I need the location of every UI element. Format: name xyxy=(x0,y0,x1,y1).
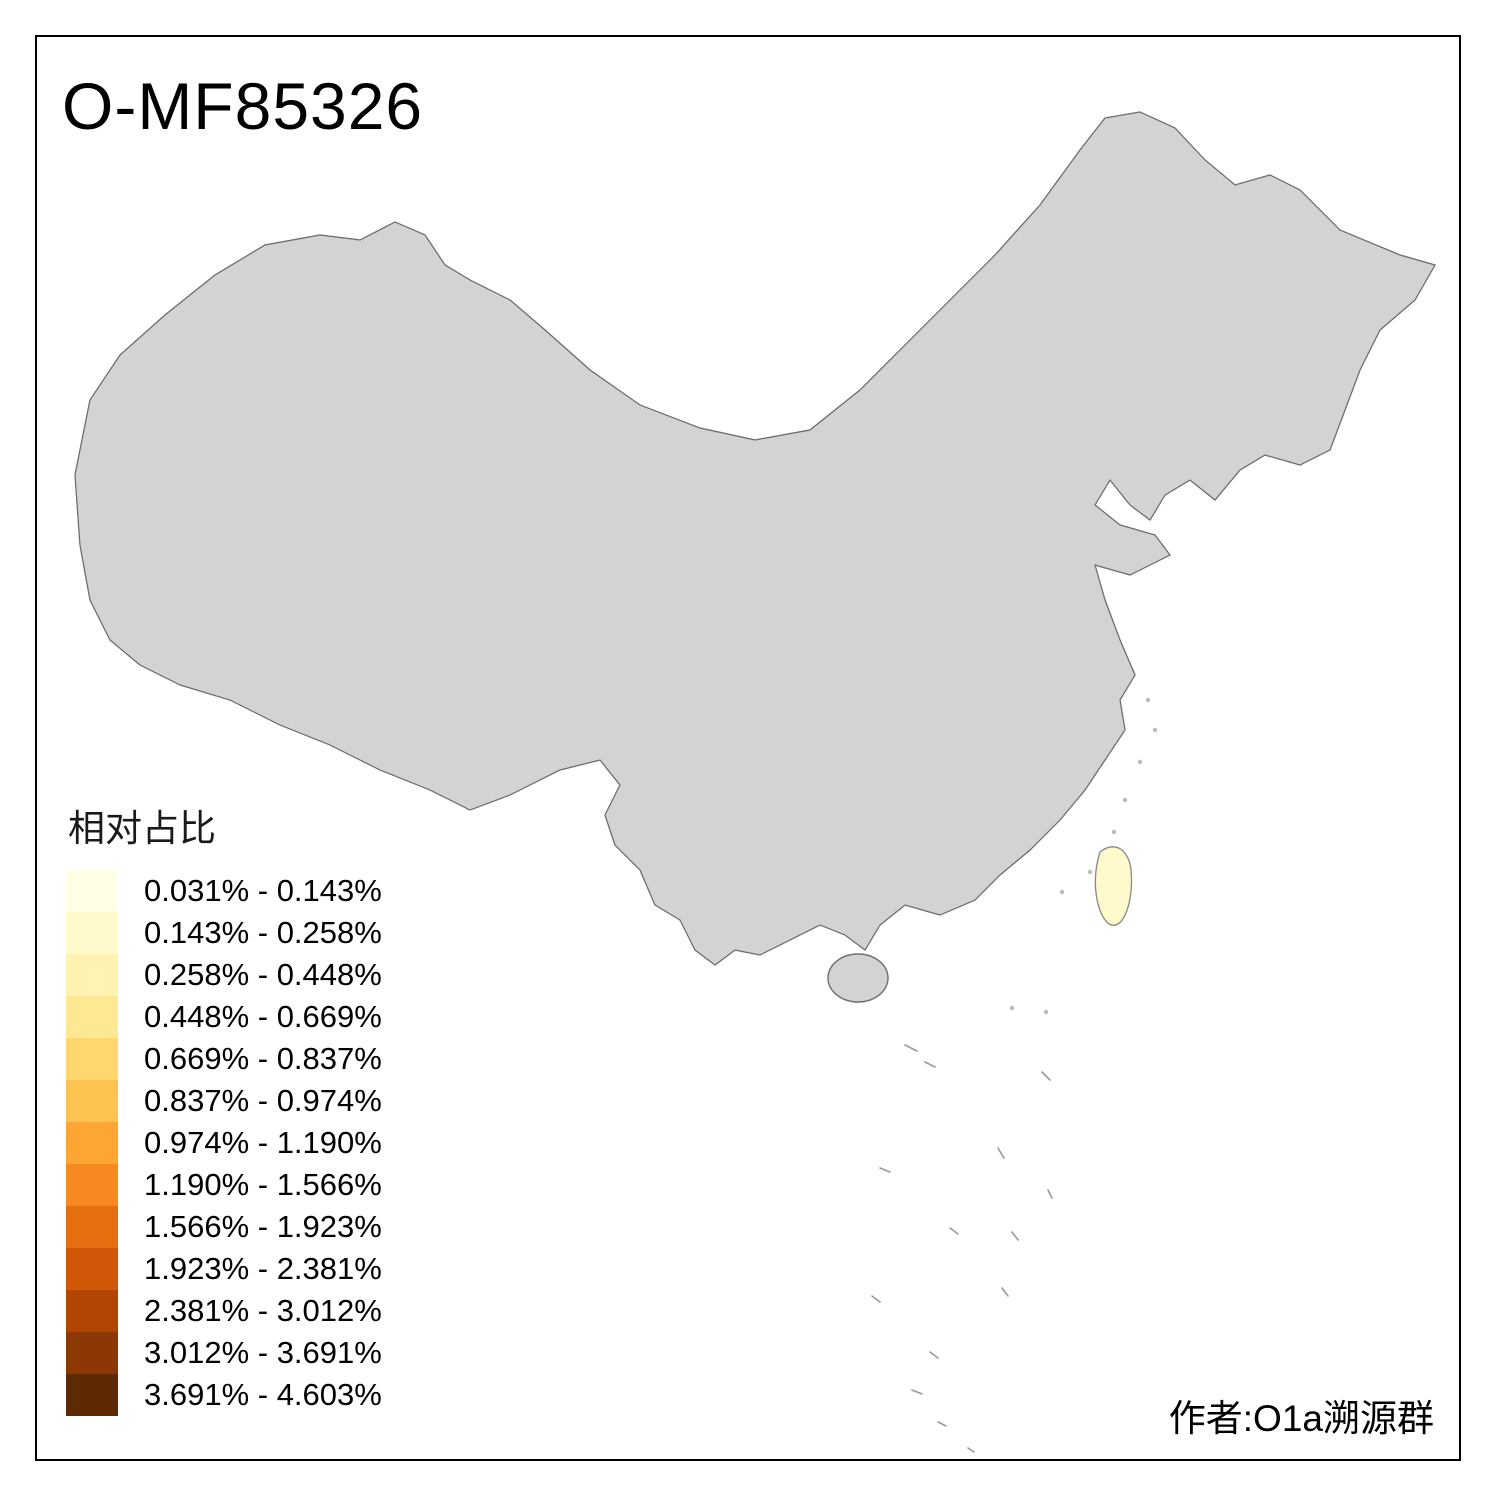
legend-swatch xyxy=(66,870,118,912)
legend-label: 0.448% - 0.669% xyxy=(144,999,382,1034)
legend-row: 0.669% - 0.837% xyxy=(66,1038,382,1080)
legend-swatch xyxy=(66,912,118,954)
legend-label: 0.669% - 0.837% xyxy=(144,1041,382,1076)
legend-swatch xyxy=(66,1332,118,1374)
hainan-island xyxy=(827,953,889,1003)
legend-row: 3.012% - 3.691% xyxy=(66,1332,382,1374)
legend-swatch xyxy=(66,954,118,996)
legend-swatch xyxy=(66,1374,118,1416)
legend-row: 0.031% - 0.143% xyxy=(66,870,382,912)
legend-swatch xyxy=(66,1080,118,1122)
legend-row: 1.190% - 1.566% xyxy=(66,1164,382,1206)
legend-label: 2.381% - 3.012% xyxy=(144,1293,382,1328)
coastal-islets xyxy=(1009,697,1158,1015)
legend-row: 2.381% - 3.012% xyxy=(66,1290,382,1332)
south-sea-islands xyxy=(871,1044,1053,1453)
legend-swatch xyxy=(66,1248,118,1290)
legend-label: 0.258% - 0.448% xyxy=(144,957,382,992)
legend-title: 相对占比 xyxy=(68,808,216,849)
legend-row: 3.691% - 4.603% xyxy=(66,1374,382,1416)
legend-swatch xyxy=(66,1206,118,1248)
page-title: O-MF85326 xyxy=(62,69,424,143)
legend-label: 1.923% - 2.381% xyxy=(144,1251,382,1286)
legend-label: 0.031% - 0.143% xyxy=(144,873,382,908)
legend-row: 1.923% - 2.381% xyxy=(66,1248,382,1290)
legend: 相对占比 0.031% - 0.143% 0.143% - 0.258% 0.2… xyxy=(66,798,382,1416)
legend-row: 0.258% - 0.448% xyxy=(66,954,382,996)
legend-swatch xyxy=(66,1290,118,1332)
taiwan-island xyxy=(1094,846,1133,926)
legend-swatch xyxy=(66,1164,118,1206)
legend-label: 3.012% - 3.691% xyxy=(144,1335,382,1370)
legend-swatch xyxy=(66,1122,118,1164)
legend-label: 1.566% - 1.923% xyxy=(144,1209,382,1244)
legend-label: 3.691% - 4.603% xyxy=(144,1377,382,1412)
legend-row: 0.837% - 0.974% xyxy=(66,1080,382,1122)
legend-row: 0.143% - 0.258% xyxy=(66,912,382,954)
legend-label: 0.974% - 1.190% xyxy=(144,1125,382,1160)
legend-row: 0.448% - 0.669% xyxy=(66,996,382,1038)
legend-row: 0.974% - 1.190% xyxy=(66,1122,382,1164)
legend-row: 1.566% - 1.923% xyxy=(66,1206,382,1248)
legend-label: 0.143% - 0.258% xyxy=(144,915,382,950)
legend-swatch xyxy=(66,996,118,1038)
legend-swatch xyxy=(66,1038,118,1080)
legend-label: 1.190% - 1.566% xyxy=(144,1167,382,1202)
legend-label: 0.837% - 0.974% xyxy=(144,1083,382,1118)
attribution: 作者:O1a溯源群 xyxy=(1168,1398,1434,1439)
